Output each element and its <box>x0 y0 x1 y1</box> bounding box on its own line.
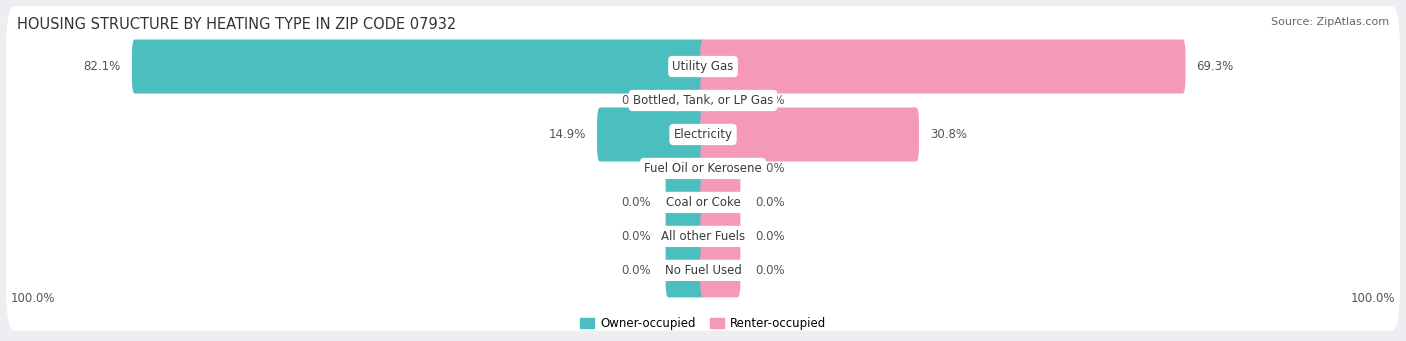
FancyBboxPatch shape <box>598 107 706 162</box>
Text: 0.0%: 0.0% <box>621 230 651 243</box>
Text: 0.0%: 0.0% <box>755 230 785 243</box>
Text: 0.0%: 0.0% <box>621 94 651 107</box>
FancyBboxPatch shape <box>665 243 706 297</box>
FancyBboxPatch shape <box>6 210 1400 331</box>
FancyBboxPatch shape <box>6 40 1400 161</box>
Text: 3.0%: 3.0% <box>638 162 668 175</box>
FancyBboxPatch shape <box>6 142 1400 263</box>
FancyBboxPatch shape <box>6 74 1400 195</box>
FancyBboxPatch shape <box>700 107 920 162</box>
Text: 0.0%: 0.0% <box>621 264 651 277</box>
FancyBboxPatch shape <box>6 6 1400 127</box>
Text: Electricity: Electricity <box>673 128 733 141</box>
Text: 0.0%: 0.0% <box>755 162 785 175</box>
Text: 100.0%: 100.0% <box>11 292 55 305</box>
FancyBboxPatch shape <box>700 243 741 297</box>
FancyBboxPatch shape <box>700 209 741 264</box>
Text: 0.0%: 0.0% <box>755 196 785 209</box>
FancyBboxPatch shape <box>665 142 706 195</box>
Text: Fuel Oil or Kerosene: Fuel Oil or Kerosene <box>644 162 762 175</box>
FancyBboxPatch shape <box>700 142 741 195</box>
Text: No Fuel Used: No Fuel Used <box>665 264 741 277</box>
Text: 30.8%: 30.8% <box>929 128 967 141</box>
Text: 14.9%: 14.9% <box>548 128 586 141</box>
FancyBboxPatch shape <box>700 175 741 229</box>
Text: HOUSING STRUCTURE BY HEATING TYPE IN ZIP CODE 07932: HOUSING STRUCTURE BY HEATING TYPE IN ZIP… <box>17 17 456 32</box>
Text: 0.0%: 0.0% <box>755 264 785 277</box>
Text: 100.0%: 100.0% <box>1351 292 1395 305</box>
FancyBboxPatch shape <box>700 40 1185 93</box>
Text: Bottled, Tank, or LP Gas: Bottled, Tank, or LP Gas <box>633 94 773 107</box>
Text: Source: ZipAtlas.com: Source: ZipAtlas.com <box>1271 17 1389 27</box>
FancyBboxPatch shape <box>6 176 1400 297</box>
FancyBboxPatch shape <box>6 108 1400 229</box>
FancyBboxPatch shape <box>665 73 706 128</box>
FancyBboxPatch shape <box>665 175 706 229</box>
Text: 69.3%: 69.3% <box>1197 60 1234 73</box>
Text: 0.0%: 0.0% <box>755 94 785 107</box>
Text: 82.1%: 82.1% <box>83 60 121 73</box>
FancyBboxPatch shape <box>700 73 741 128</box>
Text: Utility Gas: Utility Gas <box>672 60 734 73</box>
Text: 0.0%: 0.0% <box>621 196 651 209</box>
FancyBboxPatch shape <box>132 40 706 93</box>
Text: Coal or Coke: Coal or Coke <box>665 196 741 209</box>
FancyBboxPatch shape <box>665 209 706 264</box>
Legend: Owner-occupied, Renter-occupied: Owner-occupied, Renter-occupied <box>575 312 831 335</box>
Text: All other Fuels: All other Fuels <box>661 230 745 243</box>
